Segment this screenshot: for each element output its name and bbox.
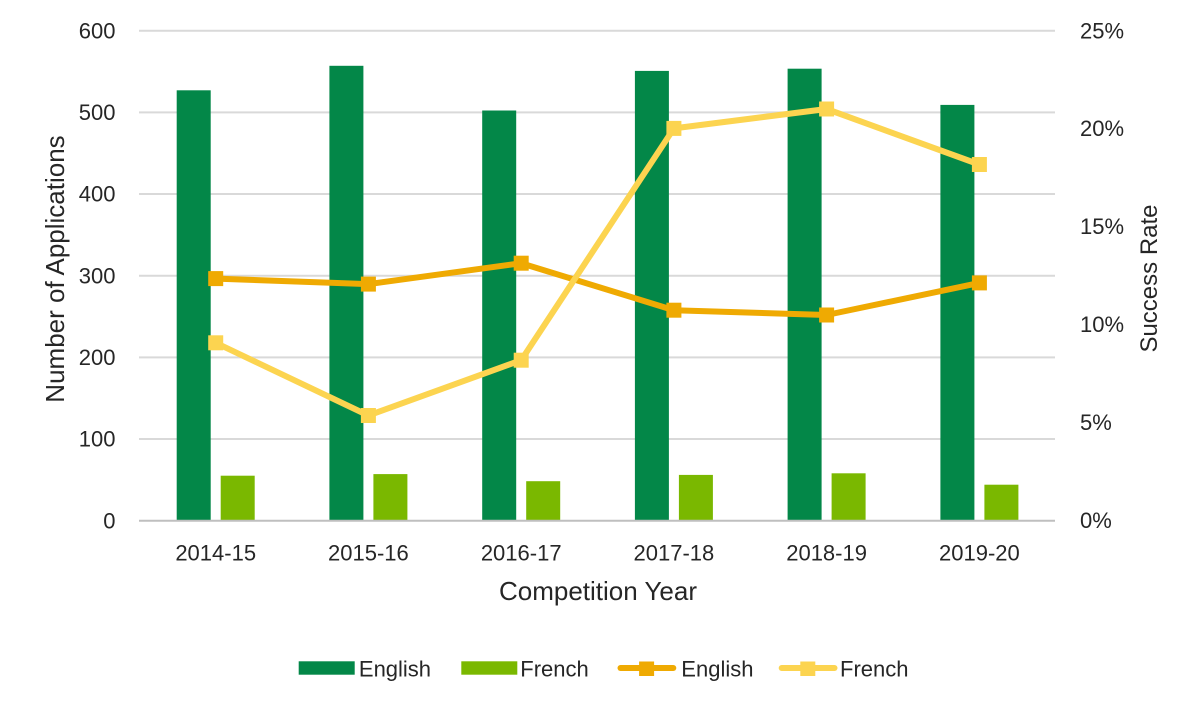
svg-text:2017-18: 2017-18 xyxy=(634,540,715,565)
svg-text:200: 200 xyxy=(79,345,116,370)
svg-text:0: 0 xyxy=(103,508,115,533)
svg-text:2018-19: 2018-19 xyxy=(786,540,867,565)
svg-text:2014-15: 2014-15 xyxy=(175,540,256,565)
svg-text:French: French xyxy=(840,657,908,682)
svg-text:100: 100 xyxy=(79,427,116,452)
svg-text:25%: 25% xyxy=(1080,18,1124,43)
svg-text:2019-20: 2019-20 xyxy=(939,540,1020,565)
svg-text:0%: 0% xyxy=(1080,508,1112,533)
svg-text:600: 600 xyxy=(79,18,116,43)
svg-text:10%: 10% xyxy=(1080,312,1124,337)
svg-text:15%: 15% xyxy=(1080,214,1124,239)
svg-text:Success Rate: Success Rate xyxy=(1136,204,1163,352)
svg-text:400: 400 xyxy=(79,182,116,207)
svg-text:French: French xyxy=(520,657,588,682)
svg-text:20%: 20% xyxy=(1080,116,1124,141)
svg-text:English: English xyxy=(681,657,753,682)
svg-text:5%: 5% xyxy=(1080,410,1112,435)
svg-text:English: English xyxy=(359,657,431,682)
svg-text:2015-16: 2015-16 xyxy=(328,540,409,565)
svg-text:Competition Year: Competition Year xyxy=(499,576,697,606)
svg-text:300: 300 xyxy=(79,263,116,288)
svg-text:Number of Applications: Number of Applications xyxy=(40,135,70,402)
svg-text:500: 500 xyxy=(79,100,116,125)
svg-text:2016-17: 2016-17 xyxy=(481,540,562,565)
